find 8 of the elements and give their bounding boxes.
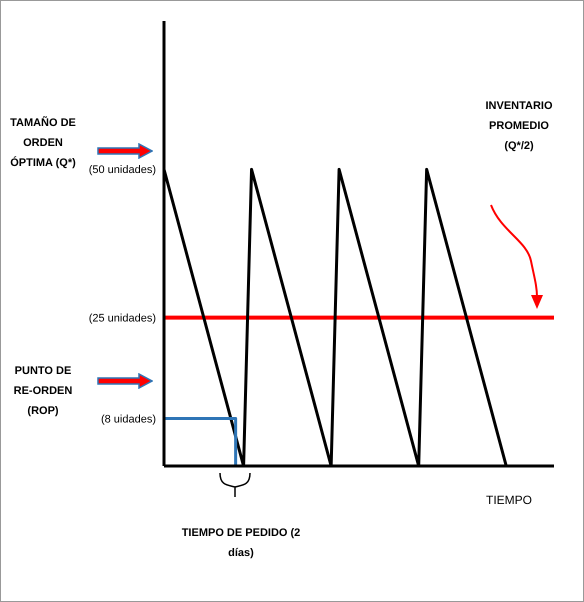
y-tick-label: (50 unidades) [88,164,156,176]
text: PUNTO DE RE-ORDEN (ROP) [12,364,74,419]
y-tick-label: (8 uidades) [100,413,156,426]
text: TAMAÑO DE ORDEN ÓPTIMA (Q*) [9,115,77,171]
y-tick-label: (25 unidades) [88,312,156,325]
x-axis-title: TIEMPO [486,493,532,507]
text: TIEMPO DE PEDIDO (2 días) [180,526,302,561]
annotation: INVENTARIO PROMEDIO (Q*/2) [484,99,554,154]
